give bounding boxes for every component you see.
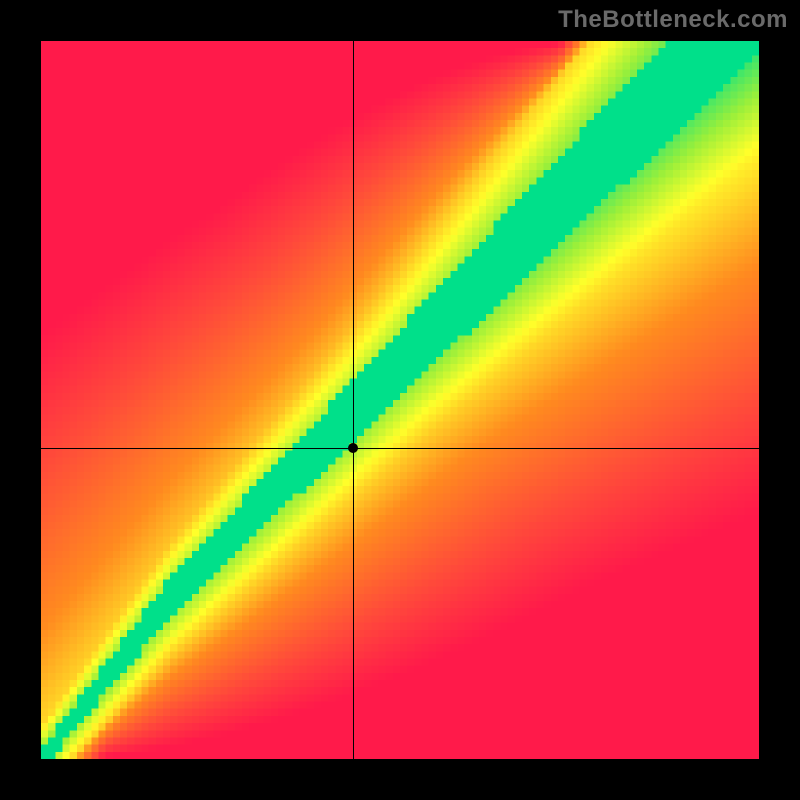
crosshair-point bbox=[348, 443, 358, 453]
crosshair-vertical bbox=[353, 41, 354, 759]
watermark-text: TheBottleneck.com bbox=[558, 6, 788, 34]
bottleneck-heatmap bbox=[41, 41, 759, 759]
chart-container: TheBottleneck.com bbox=[0, 0, 800, 800]
crosshair-horizontal bbox=[41, 448, 759, 449]
